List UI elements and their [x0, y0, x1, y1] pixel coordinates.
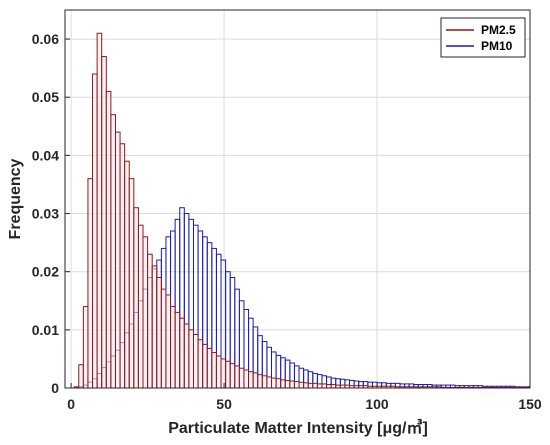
histogram-bar	[261, 375, 268, 389]
histogram-bar	[101, 56, 107, 389]
histogram-bar	[298, 381, 305, 389]
histogram-bar	[105, 90, 112, 389]
y-tick-label: 0.05	[32, 89, 59, 105]
x-axis-title: Particulate Matter Intensity [μg/㎥]	[168, 418, 428, 437]
y-tick-label: 0	[51, 380, 59, 396]
legend-box	[440, 17, 526, 58]
histogram-bar	[151, 265, 158, 389]
histogram-bar	[316, 383, 323, 389]
histogram-bar	[78, 364, 84, 389]
histogram-bar	[170, 306, 176, 389]
histogram-bar	[243, 369, 250, 389]
histogram-bar	[114, 131, 121, 389]
histogram-bar	[82, 306, 89, 389]
histogram-bar	[326, 384, 332, 389]
histogram-bar	[215, 355, 222, 389]
y-axis-title: Frequency	[7, 158, 24, 239]
histogram-bar	[183, 323, 190, 389]
x-tick-label: 50	[216, 396, 232, 412]
histogram-bar	[92, 73, 98, 389]
histogram-bar	[257, 374, 263, 389]
y-tick-label: 0.02	[32, 264, 59, 280]
histogram-bar	[147, 253, 153, 389]
legend-label-pm25: PM2.5	[481, 23, 516, 37]
histogram-bar	[192, 333, 199, 389]
plot-frame	[64, 9, 531, 389]
ticks: 0 50 100 150 0 0.01 0.02 0.03 0.04 0.05 0.06	[32, 31, 542, 412]
histogram-bar	[119, 143, 126, 389]
histogram-bar	[137, 224, 144, 389]
histogram-bar	[156, 277, 162, 389]
histogram-bar	[312, 382, 318, 389]
bars	[73, 32, 531, 389]
histogram-bar	[293, 381, 300, 389]
histogram-bar	[270, 377, 277, 389]
histogram-bar	[303, 382, 309, 389]
histogram-bar	[165, 294, 172, 389]
histogram-bar	[174, 311, 181, 389]
histogram-bar	[229, 363, 236, 389]
histogram-bar	[238, 367, 245, 389]
histogram-bar	[202, 343, 208, 389]
histogram-bar	[160, 288, 167, 389]
histogram-bar	[234, 365, 240, 389]
histogram-bar	[142, 236, 149, 389]
histogram-bar	[275, 378, 282, 389]
histogram-bar	[225, 360, 231, 389]
histogram-bar	[330, 384, 337, 389]
histogram-bar	[280, 379, 286, 389]
histogram-bar	[321, 383, 328, 389]
histogram-bar	[289, 380, 295, 389]
legend-label-pm10: PM10	[481, 39, 513, 53]
legend: PM2.5 PM10	[440, 17, 526, 58]
histogram-bar	[87, 178, 94, 389]
y-tick-label: 0.03	[32, 206, 59, 222]
histogram-bar	[124, 160, 130, 389]
y-tick-label: 0.01	[32, 322, 59, 338]
x-tick-label: 0	[67, 396, 75, 412]
histogram-bar	[206, 347, 213, 389]
histogram-bar	[252, 372, 259, 389]
x-tick-label: 150	[518, 396, 542, 412]
histogram-bar	[220, 358, 227, 389]
histogram-bar	[211, 352, 217, 389]
histogram-bar	[307, 382, 314, 389]
histogram-bar	[248, 371, 254, 389]
x-tick-label: 100	[365, 396, 389, 412]
histogram-bar	[133, 207, 139, 389]
y-tick-label: 0.06	[32, 31, 59, 47]
histogram-bar	[128, 178, 135, 389]
histogram-bar	[110, 114, 116, 389]
histogram-bar	[284, 379, 291, 389]
histogram-bar	[197, 339, 204, 389]
y-tick-label: 0.04	[32, 147, 59, 163]
histogram-bar	[96, 32, 103, 389]
histogram-bar	[266, 376, 272, 389]
histogram-bar	[179, 317, 185, 389]
histogram-bar	[188, 329, 194, 389]
series-pm25	[73, 32, 531, 389]
